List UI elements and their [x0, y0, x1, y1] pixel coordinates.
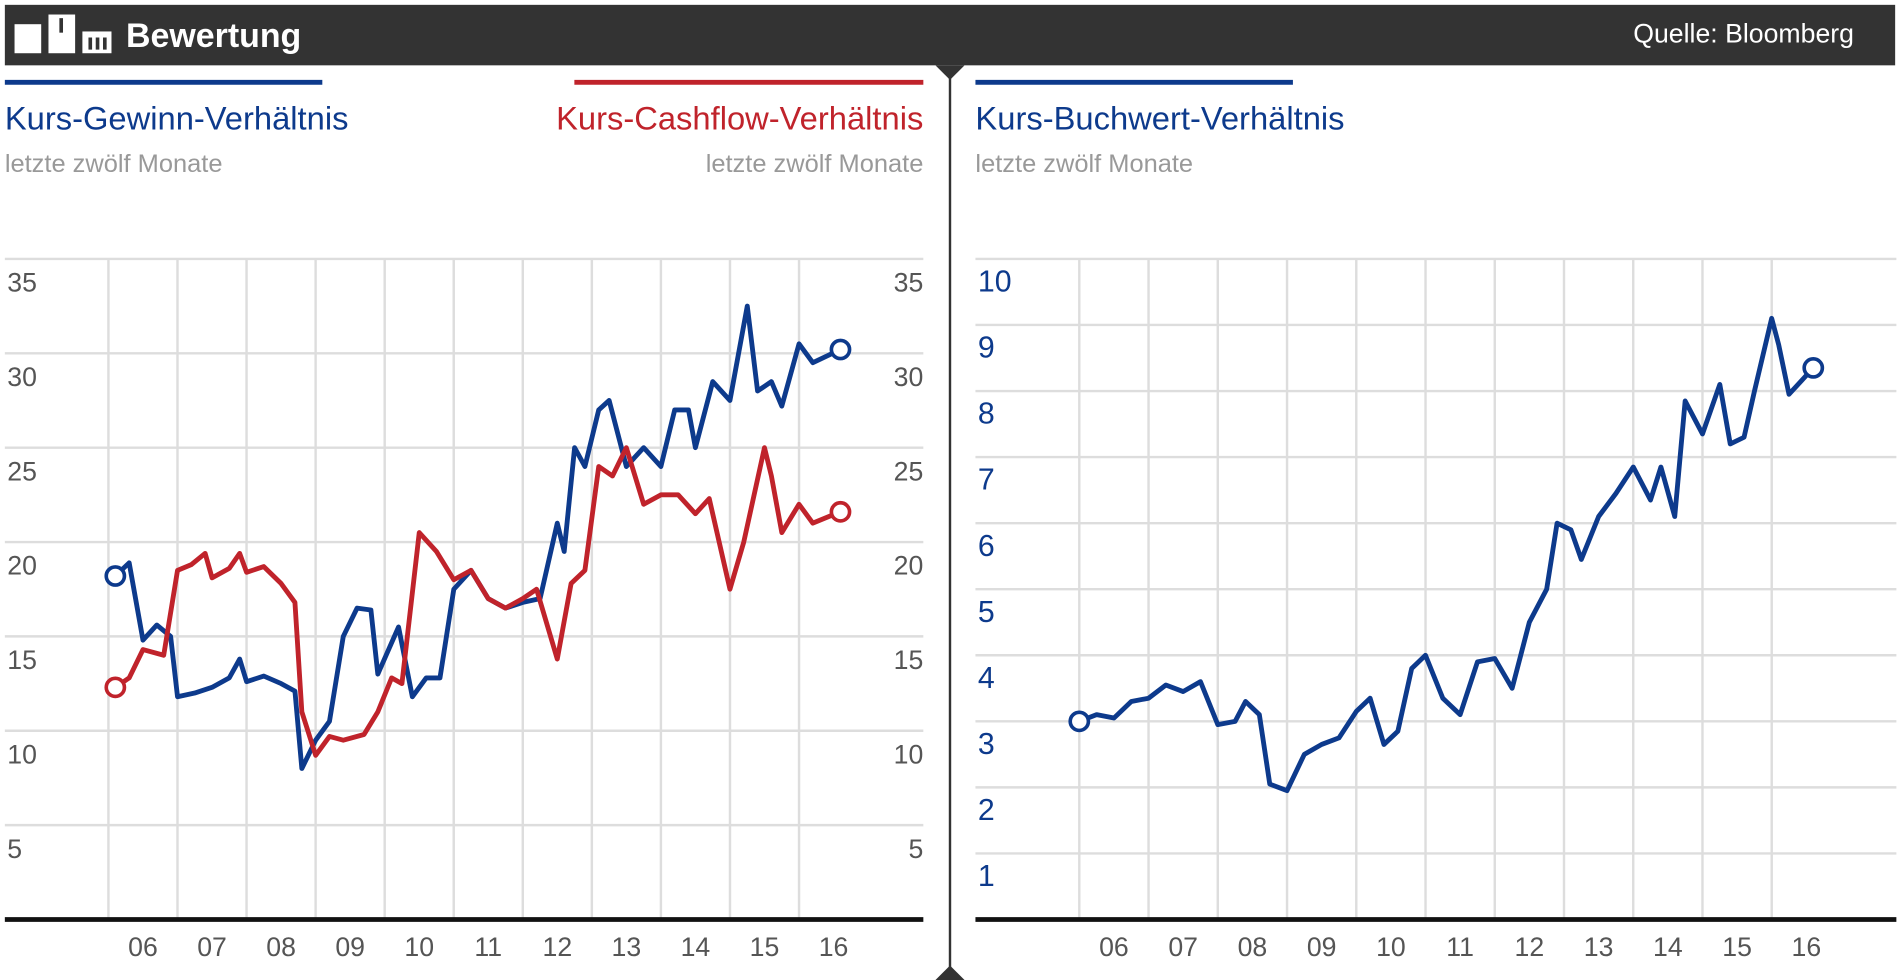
y-tick-label: 4: [978, 662, 995, 695]
y-tick-label: 35: [894, 268, 924, 298]
x-tick-label: 13: [1584, 932, 1614, 962]
y-tick-label: 5: [909, 834, 924, 864]
y-tick-label: 3: [978, 728, 995, 761]
divider-arrow: [935, 65, 965, 80]
x-tick-label: 16: [1792, 932, 1822, 962]
y-tick-label: 9: [978, 332, 995, 365]
x-tick-label: 11: [474, 932, 502, 962]
y-tick-label: 15: [894, 645, 924, 675]
x-tick-label: 15: [1722, 932, 1752, 962]
y-tick-label: 20: [894, 551, 924, 581]
x-tick-label: 08: [266, 932, 296, 962]
y-tick-label: 30: [894, 362, 924, 392]
x-tick-label: 09: [335, 932, 365, 962]
line: [113, 303, 842, 771]
header-bar: [4, 4, 1896, 66]
y-tick-label: 1: [978, 860, 995, 893]
header-title: Bewertung: [126, 17, 301, 55]
x-tick-label: 06: [1099, 932, 1129, 962]
x-tick-label: 09: [1307, 932, 1337, 962]
y-tick-label: 10: [7, 739, 37, 769]
x-tick-label: 11: [1446, 932, 1474, 962]
end-marker: [1068, 710, 1091, 733]
series-title: Kurs-Cashflow-Verhältnis: [556, 99, 923, 136]
series-subtitle: letzte zwölf Monate: [706, 150, 924, 178]
y-tick-label: 6: [978, 530, 995, 563]
y-tick-label: 30: [7, 362, 37, 392]
divider-arrow: [935, 965, 965, 980]
line: [1078, 315, 1816, 794]
x-tick-label: 13: [612, 932, 642, 962]
logo: [14, 14, 112, 54]
x-tick-label: 10: [1376, 932, 1406, 962]
x-tick-label: 12: [1515, 932, 1545, 962]
series-title: Kurs-Gewinn-Verhältnis: [5, 99, 349, 136]
x-tick-label: 06: [128, 932, 158, 962]
y-tick-label: 35: [7, 268, 37, 298]
end-marker: [829, 338, 852, 361]
x-tick-label: 16: [819, 932, 849, 962]
x-tick-label: 07: [1168, 932, 1198, 962]
x-tick-label: 15: [750, 932, 780, 962]
y-tick-label: 8: [978, 398, 995, 431]
y-tick-label: 20: [7, 551, 37, 581]
series-subtitle: letzte zwölf Monate: [975, 150, 1193, 178]
x-tick-label: 12: [543, 932, 573, 962]
y-tick-label: 25: [7, 456, 37, 486]
y-tick-label: 5: [7, 834, 22, 864]
source: Quelle: Bloomberg: [1633, 18, 1854, 48]
series-subtitle: letzte zwölf Monate: [5, 150, 223, 178]
y-tick-label: 5: [978, 596, 995, 629]
series-title: Kurs-Buchwert-Verhältnis: [975, 99, 1344, 136]
y-tick-label: 2: [978, 794, 995, 827]
y-tick-label: 7: [978, 464, 995, 497]
end-marker: [104, 565, 127, 587]
x-tick-label: 14: [681, 932, 711, 962]
end-marker: [829, 500, 852, 523]
y-tick-label: 15: [7, 645, 37, 675]
x-tick-label: 07: [197, 932, 227, 962]
x-tick-label: 08: [1238, 932, 1268, 962]
y-tick-label: 10: [978, 266, 1012, 299]
x-tick-label: 14: [1653, 932, 1683, 962]
y-tick-label: 10: [894, 739, 924, 769]
end-marker: [1802, 357, 1825, 379]
line: [113, 445, 842, 758]
end-marker: [104, 676, 127, 699]
y-tick-label: 25: [894, 456, 924, 486]
x-tick-label: 10: [404, 932, 434, 962]
